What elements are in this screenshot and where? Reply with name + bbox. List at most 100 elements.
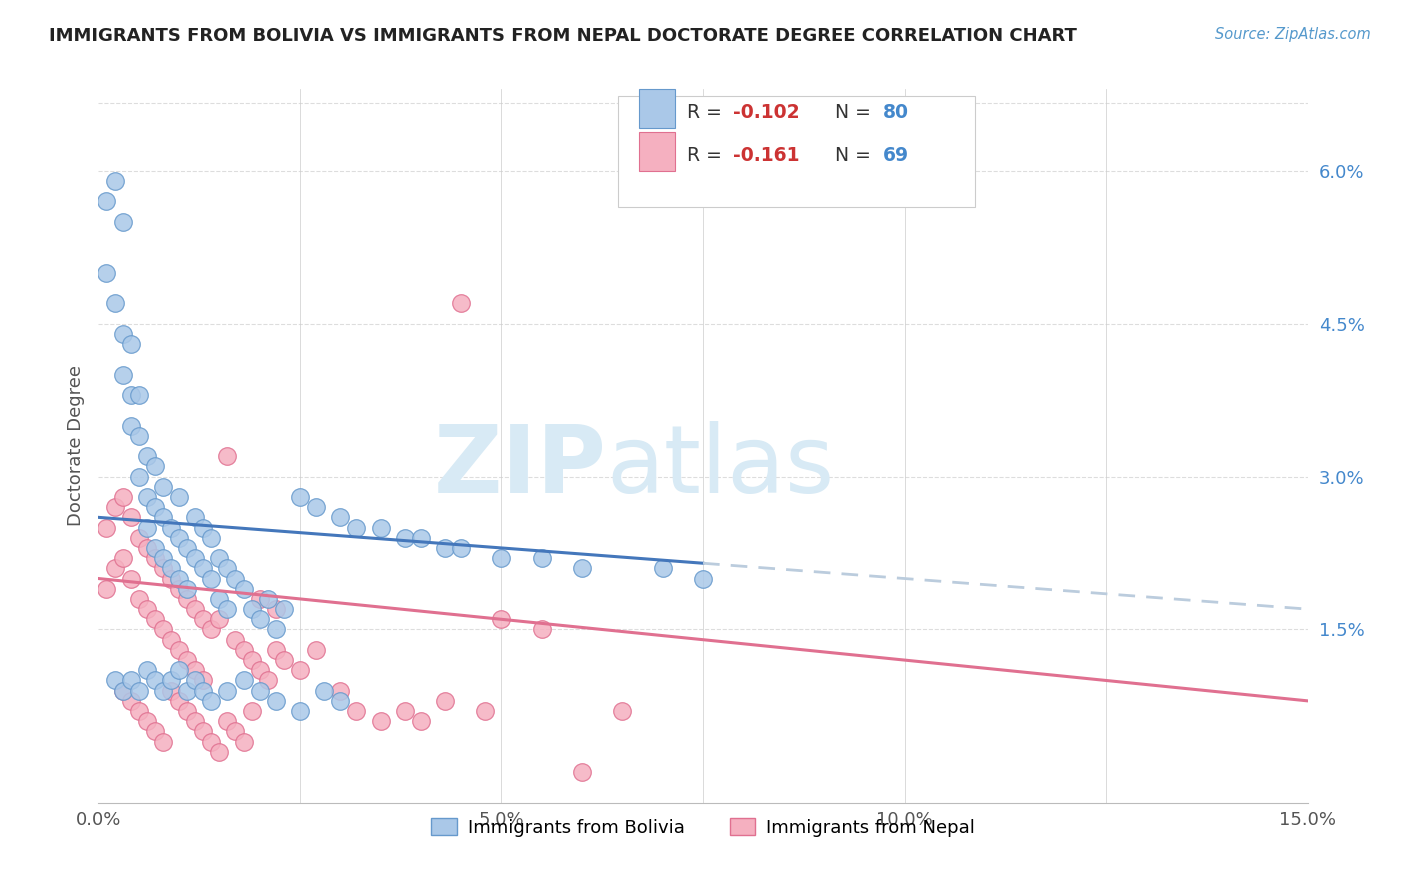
Point [344, 704, 367, 718]
Point [128, 591, 150, 606]
Point [160, 572, 183, 586]
Point [249, 683, 271, 698]
Point [571, 765, 593, 780]
Point [111, 551, 134, 566]
Point [120, 673, 142, 688]
Point [200, 572, 222, 586]
Y-axis label: Doctorate Degree: Doctorate Degree [66, 366, 84, 526]
Point [571, 561, 593, 575]
Point [111, 490, 134, 504]
FancyBboxPatch shape [619, 96, 976, 207]
Point [120, 337, 142, 351]
Point [305, 500, 328, 515]
Point [651, 561, 673, 575]
Text: 80: 80 [883, 103, 910, 122]
Point [240, 704, 263, 718]
Point [167, 572, 190, 586]
Point [193, 520, 215, 534]
Point [143, 459, 166, 474]
Point [200, 531, 222, 545]
Point [120, 510, 142, 524]
Point [491, 551, 513, 566]
Point [217, 602, 239, 616]
Point [193, 561, 215, 575]
Point [612, 704, 634, 718]
Point [152, 623, 174, 637]
Point [200, 694, 222, 708]
Text: 69: 69 [883, 146, 910, 165]
Text: -0.102: -0.102 [734, 103, 800, 122]
Point [143, 673, 166, 688]
Point [128, 429, 150, 443]
Point [96, 194, 118, 209]
Point [370, 520, 392, 534]
Point [152, 551, 174, 566]
Point [273, 602, 295, 616]
Point [135, 541, 157, 555]
Point [128, 531, 150, 545]
Point [288, 704, 311, 718]
Point [491, 612, 513, 626]
Point [224, 632, 246, 647]
Text: atlas: atlas [606, 421, 835, 514]
Point [184, 714, 207, 729]
Legend: Immigrants from Bolivia, Immigrants from Nepal: Immigrants from Bolivia, Immigrants from… [425, 811, 981, 844]
Point [128, 469, 150, 483]
Point [474, 704, 496, 718]
Point [176, 653, 198, 667]
Point [167, 582, 190, 596]
Text: R =: R = [688, 146, 734, 165]
Point [232, 643, 254, 657]
Point [111, 683, 134, 698]
Text: N =: N = [823, 146, 876, 165]
FancyBboxPatch shape [638, 89, 675, 128]
Point [152, 683, 174, 698]
Point [208, 591, 231, 606]
Point [434, 694, 457, 708]
Point [176, 541, 198, 555]
Point [103, 500, 125, 515]
Point [135, 663, 157, 677]
Point [184, 510, 207, 524]
Point [143, 500, 166, 515]
Point [200, 623, 222, 637]
Point [160, 683, 183, 698]
Point [344, 520, 367, 534]
Point [530, 623, 553, 637]
Point [135, 490, 157, 504]
Point [232, 673, 254, 688]
Point [288, 663, 311, 677]
Point [111, 326, 134, 341]
Point [103, 561, 125, 575]
Point [128, 683, 150, 698]
Point [135, 449, 157, 463]
Point [167, 490, 190, 504]
Point [273, 653, 295, 667]
Point [111, 368, 134, 382]
Point [120, 694, 142, 708]
Point [217, 561, 239, 575]
Point [217, 683, 239, 698]
Point [217, 714, 239, 729]
Point [208, 612, 231, 626]
Point [128, 704, 150, 718]
Point [135, 520, 157, 534]
Point [329, 683, 352, 698]
Text: -0.161: -0.161 [734, 146, 800, 165]
Point [409, 531, 432, 545]
Point [329, 510, 352, 524]
Point [96, 266, 118, 280]
Point [208, 745, 231, 759]
Point [160, 673, 183, 688]
Point [264, 623, 287, 637]
Point [184, 673, 207, 688]
Point [96, 520, 118, 534]
Point [135, 602, 157, 616]
Point [103, 296, 125, 310]
Point [692, 572, 714, 586]
Point [240, 653, 263, 667]
Point [409, 714, 432, 729]
Point [264, 694, 287, 708]
Point [135, 714, 157, 729]
Point [152, 480, 174, 494]
